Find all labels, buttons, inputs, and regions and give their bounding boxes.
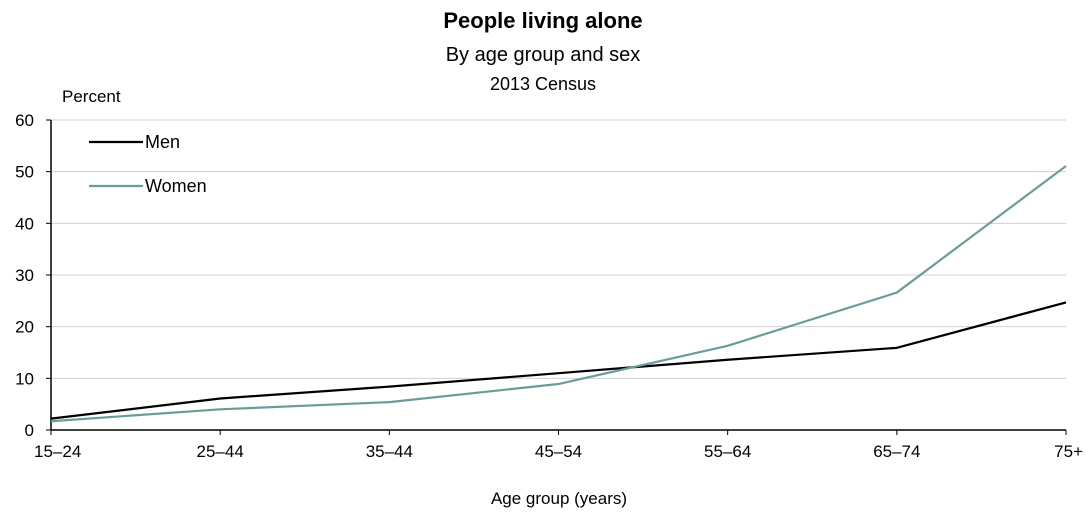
y-axis-label: Percent: [62, 87, 121, 106]
legend: Men Women: [89, 132, 207, 196]
x-tick-label: 65–74: [873, 442, 920, 461]
y-tick-label: 50: [15, 163, 34, 182]
y-tick-label: 0: [25, 421, 34, 440]
y-tick-label: 10: [15, 369, 34, 388]
series-lines: [50, 165, 1067, 423]
y-tick-label: 20: [15, 318, 34, 337]
series-line-men: [50, 301, 1067, 420]
x-tick-label: 25–44: [197, 442, 244, 461]
series-line-women: [50, 165, 1067, 423]
x-tick-label: 35–44: [366, 442, 413, 461]
gridlines: [51, 119, 1066, 379]
chart-subtitle: By age group and sex: [445, 44, 641, 66]
legend-label-men: Men: [145, 132, 180, 152]
y-tick-label: 40: [15, 214, 34, 233]
x-tick-label: 15–24: [34, 442, 81, 461]
y-tick-label: 30: [15, 266, 34, 285]
x-axis-label: Age group (years): [491, 489, 627, 508]
axes: 0 10 20 30 40 50 60 15–24 25–44 35–44 45–54 55–64 65…: [15, 111, 1083, 461]
chart-subtitle-census: 2013 Census: [489, 74, 597, 94]
x-tick-label: 45–54: [535, 442, 582, 461]
x-tick-label: 55–64: [704, 442, 751, 461]
legend-label-women: Women: [145, 176, 207, 196]
chart-title: People living alone: [443, 8, 643, 33]
y-tick-label: 60: [15, 111, 34, 130]
x-tick-label: 75+: [1054, 442, 1083, 461]
